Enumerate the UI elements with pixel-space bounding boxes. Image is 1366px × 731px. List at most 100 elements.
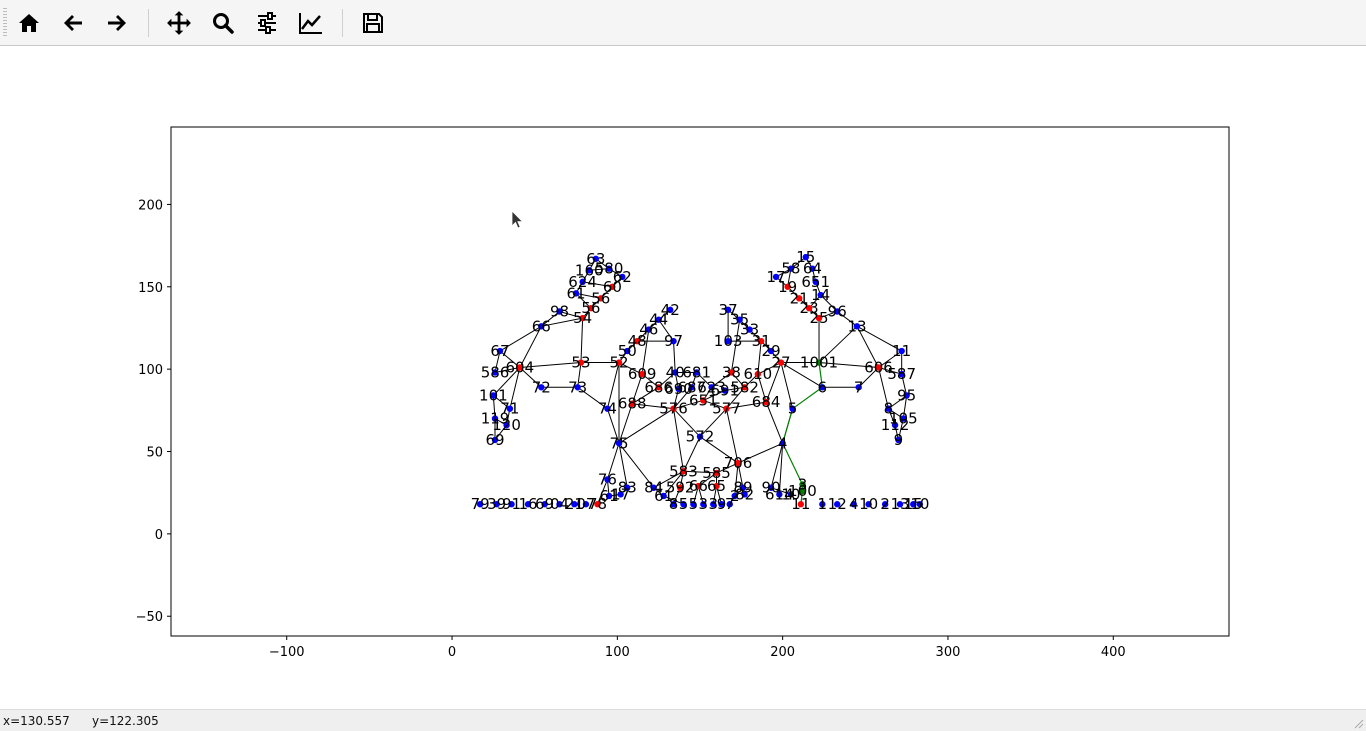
node-label: 606 — [864, 358, 893, 376]
node-label: 5 — [788, 400, 798, 418]
node-label: 3 — [798, 475, 808, 493]
graph-node — [865, 501, 872, 508]
graph-node — [594, 501, 601, 508]
graph-node — [891, 421, 899, 429]
graph-node — [572, 290, 580, 297]
node-label: 84 — [644, 479, 663, 497]
node-label: 46 — [639, 321, 658, 339]
node-label: 690 — [664, 380, 693, 398]
zoom-button[interactable] — [206, 6, 240, 40]
node-label: 90 — [762, 479, 781, 497]
node-label: 13 — [848, 317, 867, 335]
figure-canvas[interactable]: 63 160 580 62 624 60 61 56 56 98 54 66 67 604 586 53 72 7… — [0, 46, 1366, 709]
graph-node — [713, 482, 720, 490]
node-label: 69 — [535, 495, 554, 513]
node-label: 614 — [765, 485, 794, 503]
node-label: 76 — [598, 471, 617, 489]
graph-edge — [632, 403, 674, 410]
pan-button[interactable] — [162, 6, 196, 40]
graph-node — [815, 314, 823, 322]
node-label: 586 — [481, 363, 510, 381]
y-tick-label: 50 — [146, 446, 163, 461]
graph-node — [713, 469, 720, 477]
graph-edge — [902, 395, 908, 419]
node-label: 11 — [892, 342, 911, 360]
node-label: 31 — [752, 332, 771, 350]
graph-edge — [724, 386, 745, 392]
node-label: 74 — [598, 400, 617, 418]
graph-edge — [658, 319, 674, 342]
graph-edge — [577, 362, 582, 388]
node-label: 688 — [618, 395, 647, 413]
node-label: 61 — [654, 487, 673, 505]
y-tick-label: −50 — [136, 610, 163, 625]
node-label: 582 — [730, 378, 759, 396]
graph-edge — [597, 479, 608, 505]
graph-edge — [663, 495, 684, 505]
node-label: 120 — [492, 416, 521, 434]
arrow-left-icon — [64, 15, 82, 31]
graph-edge — [731, 372, 746, 388]
graph-node — [718, 501, 725, 508]
graph-edge — [673, 408, 684, 472]
graph-node — [541, 501, 548, 508]
graph-node — [629, 400, 636, 407]
cursor-y-readout: y=122.305 — [92, 714, 159, 728]
graph-node — [675, 385, 682, 393]
node-label: 112 — [881, 416, 910, 434]
graph-node — [680, 468, 687, 475]
node-label: 61 — [566, 284, 585, 302]
graph-node — [604, 405, 611, 412]
graph-node — [819, 501, 826, 508]
forward-button[interactable] — [100, 6, 134, 40]
graph-edge — [818, 325, 858, 363]
graph-node — [799, 481, 806, 488]
graph-edge — [856, 325, 902, 352]
graph-node — [670, 501, 677, 508]
node-label: 38 — [722, 363, 741, 381]
graph-edge — [730, 319, 741, 373]
node-label: 44 — [649, 311, 668, 329]
graph-node — [650, 484, 657, 491]
toolbar-grip[interactable] — [3, 8, 7, 38]
resize-grip-icon[interactable] — [1354, 719, 1364, 729]
graph-node — [799, 487, 806, 495]
node-label: 29 — [762, 342, 781, 360]
graph-node — [881, 501, 889, 508]
cursor-x-readout: x=130.557 — [3, 714, 70, 728]
back-button[interactable] — [56, 6, 90, 40]
highlight-edge — [782, 443, 804, 485]
x-tick-label: −100 — [269, 645, 305, 660]
graph-edge — [778, 443, 784, 495]
graph-node — [597, 295, 605, 302]
save-button[interactable] — [356, 6, 390, 40]
node-label: 684 — [752, 393, 781, 411]
graph-node — [587, 304, 595, 312]
graph-node — [579, 278, 586, 286]
graph-node — [696, 433, 704, 440]
graph-node — [853, 323, 861, 330]
graph-edge — [618, 403, 633, 444]
node-label: 103 — [714, 332, 743, 350]
node-label: 17 — [611, 485, 630, 503]
node-label: 576 — [659, 400, 688, 418]
node-label: 609 — [628, 365, 657, 383]
subplots-button[interactable] — [250, 6, 284, 40]
graph-node — [741, 384, 748, 391]
graph-edge — [673, 341, 676, 373]
graph-edge — [494, 367, 520, 373]
graph-edge — [519, 367, 542, 388]
home-button[interactable] — [12, 6, 46, 40]
node-label: 95 — [897, 387, 916, 405]
node-label: 64 — [803, 260, 822, 278]
graph-edge — [770, 443, 784, 488]
graph-edge — [580, 318, 584, 363]
node-label: 54 — [573, 309, 592, 327]
graph-node — [538, 323, 545, 330]
graph-node — [910, 501, 917, 508]
graph-edge — [653, 470, 684, 489]
node-label: 19 — [778, 278, 797, 296]
axes-edit-button[interactable] — [294, 6, 328, 40]
node-label: 98 — [550, 302, 569, 320]
